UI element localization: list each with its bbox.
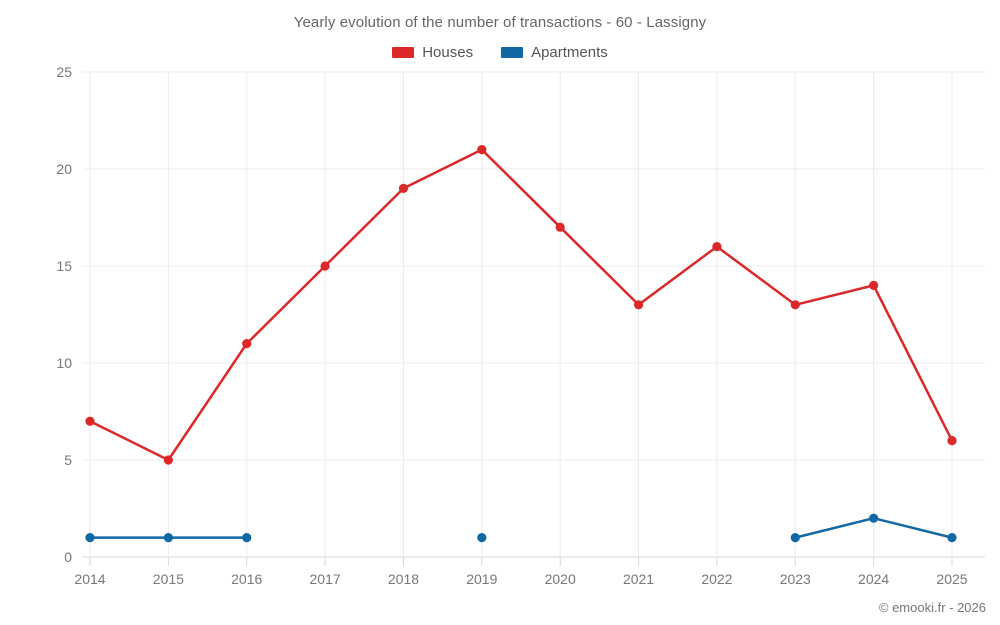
y-axis-tick-label: 15: [56, 258, 72, 274]
x-axis-tick-label-2025: 2025: [936, 571, 968, 587]
data-point-apartments-2019[interactable]: [477, 533, 487, 543]
x-axis-tick-label-2024: 2024: [858, 571, 890, 587]
y-axis-tick-label: 25: [56, 64, 72, 80]
series-line-houses: [88, 148, 954, 462]
footer-credit: © emooki.fr - 2026: [878, 600, 986, 615]
data-point-apartments-2015[interactable]: [163, 533, 173, 543]
data-point-apartments-2014[interactable]: [85, 533, 95, 543]
data-point-houses-2025[interactable]: [947, 436, 957, 446]
data-point-houses-2017[interactable]: [320, 261, 330, 271]
x-axis-tick-label-2021: 2021: [622, 571, 655, 587]
data-point-apartments-2023[interactable]: [790, 533, 800, 543]
y-axis-tick-label: 20: [56, 161, 72, 177]
chart-legend: Houses Apartments: [0, 44, 1000, 61]
x-axis-tick-label-2020: 2020: [544, 571, 576, 587]
x-axis-tick-label-2023: 2023: [779, 571, 811, 587]
y-axis-tick-label: 10: [56, 355, 72, 371]
data-point-houses-2016[interactable]: [242, 339, 252, 349]
data-point-houses-2020[interactable]: [555, 222, 565, 232]
legend-swatch-houses: [392, 47, 415, 58]
legend-item-apartments[interactable]: Apartments: [501, 44, 608, 61]
data-point-apartments-2016[interactable]: [242, 533, 252, 543]
y-axis-tick-label: 0: [64, 549, 72, 565]
data-point-houses-2014[interactable]: [85, 416, 95, 426]
x-axis-tick-label-2016: 2016: [231, 571, 263, 587]
legend-label-houses: Houses: [422, 44, 474, 61]
x-axis-tick-label-2017: 2017: [309, 571, 341, 587]
x-axis-tick-label-2022: 2022: [701, 571, 733, 587]
data-point-houses-2023[interactable]: [790, 300, 800, 310]
legend-label-apartments: Apartments: [531, 44, 608, 61]
chart-title: Yearly evolution of the number of transa…: [293, 14, 707, 31]
data-point-houses-2024[interactable]: [869, 280, 879, 290]
x-axis-tick-label-2018: 2018: [387, 571, 420, 587]
y-axis-tick-label: 5: [64, 452, 72, 468]
x-axis-tick-label-2014: 2014: [74, 571, 106, 587]
x-axis-tick-label-2015: 2015: [152, 571, 184, 587]
data-point-houses-2019[interactable]: [477, 145, 487, 155]
data-point-apartments-2024[interactable]: [869, 513, 879, 523]
x-axis-tick-label-2019: 2019: [466, 571, 498, 587]
legend-swatch-apartments: [501, 47, 524, 58]
data-point-houses-2018[interactable]: [398, 183, 409, 193]
data-point-houses-2022[interactable]: [712, 242, 722, 252]
data-point-houses-2021[interactable]: [633, 300, 644, 310]
data-point-apartments-2025[interactable]: [947, 533, 957, 543]
data-point-houses-2015[interactable]: [163, 455, 173, 465]
legend-item-houses[interactable]: Houses: [392, 44, 473, 61]
